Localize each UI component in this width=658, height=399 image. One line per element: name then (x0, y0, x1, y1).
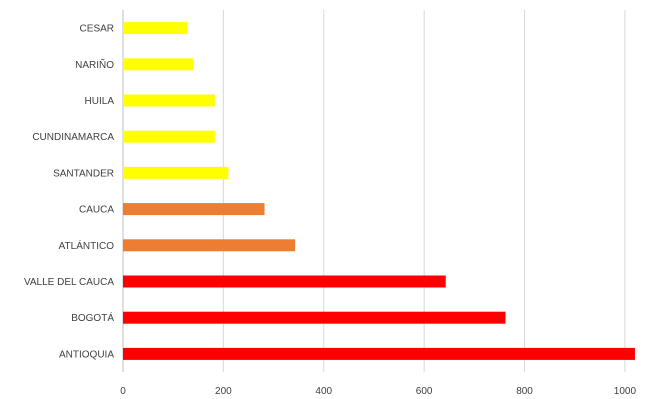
bar (123, 166, 229, 179)
x-tick-label: 400 (315, 386, 332, 397)
category-label: SANTANDER (53, 168, 114, 179)
bars (123, 22, 635, 360)
category-label: BOGOTÁ (71, 311, 114, 324)
category-label: HUILA (85, 96, 115, 107)
category-label: NARIÑO (75, 58, 114, 71)
bar (123, 347, 635, 360)
x-tick-label: 1000 (614, 386, 637, 397)
bar (123, 275, 446, 288)
bar (123, 94, 215, 107)
x-tick-label: 0 (120, 386, 126, 397)
category-label: VALLE DEL CAUCA (24, 277, 114, 288)
bar (123, 203, 265, 216)
bar (123, 130, 215, 143)
x-tick-label: 800 (516, 386, 533, 397)
x-axis-ticks: 0 200 400 600 800 1000 (120, 386, 636, 397)
bar (123, 239, 296, 252)
bar (123, 58, 194, 71)
category-label: ANTIOQUIA (59, 349, 114, 360)
category-label: CESAR (80, 24, 114, 35)
category-label: CAUCA (79, 205, 114, 216)
x-tick-label: 200 (215, 386, 232, 397)
category-labels: CESAR NARIÑO HUILA CUNDINAMARCA SANTANDER CAU… (24, 24, 114, 361)
bar (123, 311, 506, 324)
bar (123, 22, 188, 35)
x-tick-label: 600 (416, 386, 433, 397)
gridlines (122, 10, 626, 372)
category-label: ATLÁNTICO (59, 239, 115, 252)
category-label: CUNDINAMARCA (32, 132, 114, 143)
